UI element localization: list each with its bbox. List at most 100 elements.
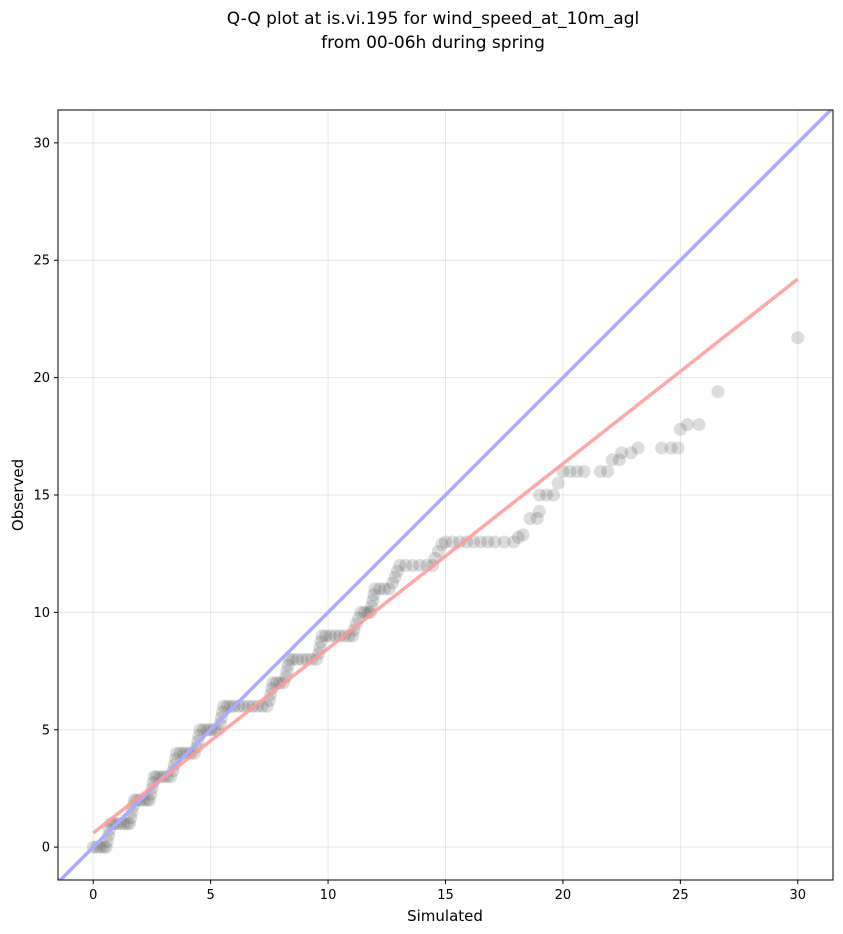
qq-point <box>123 817 137 831</box>
qq-point <box>624 446 638 460</box>
qq-point <box>474 535 488 549</box>
qq-point <box>539 488 553 502</box>
qq-point <box>386 576 400 590</box>
qq-point <box>664 441 678 455</box>
qq-point <box>184 746 198 760</box>
qq-point <box>467 535 481 549</box>
reference-line-1-to-1 <box>58 110 833 880</box>
x-tick-label: 5 <box>207 888 215 903</box>
qq-point <box>511 530 525 544</box>
grid <box>58 110 833 880</box>
qq-point <box>266 676 280 690</box>
qq-point <box>237 699 251 713</box>
qq-point <box>791 331 805 345</box>
qq-point <box>315 629 329 643</box>
qq-point <box>200 723 214 737</box>
qq-point <box>388 570 402 584</box>
plot-frame <box>57 109 834 881</box>
qq-point <box>295 652 309 666</box>
qq-point <box>367 588 381 602</box>
qq-point <box>314 635 328 649</box>
qq-point <box>390 564 404 578</box>
y-tick-label: 20 <box>33 371 50 386</box>
y-axis-label: Observed <box>9 459 27 531</box>
fit-line <box>92 277 799 835</box>
qq-point <box>97 840 111 854</box>
qq-point <box>333 629 347 643</box>
qq-point <box>125 805 139 819</box>
qq-point <box>532 504 546 518</box>
qq-point <box>673 422 687 436</box>
qq-point <box>655 441 669 455</box>
x-tick-label: 15 <box>437 888 454 903</box>
qq-point <box>207 723 221 737</box>
qq-point <box>435 537 449 551</box>
qq-point <box>612 453 626 467</box>
qq-point <box>193 723 207 737</box>
qq-point <box>260 699 274 713</box>
qq-point <box>711 385 725 399</box>
qq-point <box>291 652 305 666</box>
qq-point <box>497 535 511 549</box>
qq-point <box>594 465 607 479</box>
qq-point <box>377 582 391 596</box>
qq-point <box>281 658 295 672</box>
qq-point <box>605 453 619 467</box>
qq-point <box>570 465 584 479</box>
qq-point <box>177 746 191 760</box>
qq-point <box>488 535 502 549</box>
qq-point <box>368 582 382 596</box>
qq-point <box>532 488 546 502</box>
qq-point <box>413 558 427 572</box>
qq-point <box>319 629 333 643</box>
qq-point <box>120 817 134 831</box>
axis-ticks: 0 5 10 15 20 25 30 0 5 10 15 20 25 30 <box>33 136 806 903</box>
qq-point <box>99 840 113 854</box>
chart-title-line1: Q-Q plot at is.vi.195 for wind_speed_at_… <box>227 9 639 29</box>
qq-point <box>680 418 694 432</box>
x-axis-label: Simulated <box>407 907 483 925</box>
x-tick-label: 30 <box>789 888 806 903</box>
qq-point <box>507 535 521 549</box>
qq-point <box>170 746 184 760</box>
chart-title-line2: from 00-06h during spring <box>321 33 545 53</box>
qq-point <box>406 558 420 572</box>
qq-point <box>90 840 104 854</box>
qq-point <box>547 488 561 502</box>
qq-point <box>143 793 157 807</box>
qq-point <box>692 418 706 432</box>
qq-point <box>446 535 460 549</box>
qq-point <box>147 770 161 784</box>
qq-point <box>551 476 565 490</box>
qq-point <box>439 535 452 549</box>
x-tick-label: 20 <box>555 888 572 903</box>
qq-point <box>431 544 445 558</box>
y-tick-label: 10 <box>33 606 50 621</box>
qq-point <box>280 664 294 678</box>
qq-point <box>382 582 396 596</box>
qq-point <box>671 441 685 455</box>
qq-point <box>113 817 127 831</box>
qq-point <box>631 441 645 455</box>
qq-point <box>530 511 544 525</box>
qq-point <box>213 717 227 731</box>
qq-point <box>217 699 231 713</box>
x-tick-label: 0 <box>89 888 97 903</box>
qq-point <box>101 828 115 842</box>
y-tick-label: 0 <box>42 841 50 856</box>
y-tick-label: 30 <box>33 136 50 151</box>
qq-point <box>393 558 407 572</box>
qq-point <box>453 535 467 549</box>
qq-point <box>366 594 380 608</box>
qq-point <box>481 535 495 549</box>
qq-point <box>577 465 591 479</box>
qq-point <box>615 446 629 460</box>
qq-point <box>224 699 238 713</box>
y-tick-label: 5 <box>42 723 50 738</box>
qq-point <box>563 465 577 479</box>
x-tick-label: 10 <box>320 888 337 903</box>
qq-point <box>286 652 300 666</box>
qq-point <box>273 676 287 690</box>
qq-point <box>601 465 615 479</box>
